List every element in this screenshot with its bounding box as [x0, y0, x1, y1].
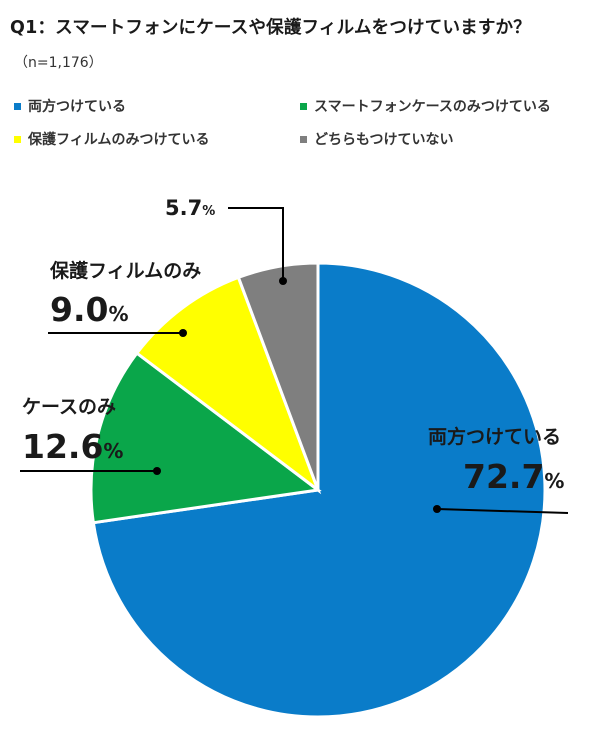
chart-title: Q1：スマートフォンにケースや保護フィルムをつけていますか？: [10, 18, 531, 38]
legend-swatch-both: [14, 102, 21, 110]
label-case-only: ケースのみ: [22, 396, 116, 418]
label-both: 両方つけている: [428, 425, 561, 448]
legend-label-case-only: スマートフォンケースのみつけている: [314, 99, 551, 115]
slice-neither: [236, 261, 320, 491]
legend-item-case-only: スマートフォンケースのみつけている: [300, 96, 551, 116]
leader-both: [436, 508, 569, 514]
legend-item-neither: どちらもつけていない: [300, 129, 453, 149]
legend-label-both: 両方つけている: [28, 99, 126, 115]
value-film-only: 9.0%: [50, 290, 129, 329]
legend-item-both: 両方つけている: [14, 96, 126, 116]
slice-case-only: [89, 351, 322, 525]
legend-label-neither: どちらもつけていない: [314, 132, 454, 148]
sample-size: （n=1,176）: [14, 55, 103, 71]
leader-both-dot: [433, 505, 441, 513]
leader-case-only-dot: [153, 467, 161, 475]
legend-label-film-only: 保護フィルムのみつけている: [28, 132, 210, 148]
leader-neither-dot: [279, 277, 287, 285]
value-both: 72.7%: [463, 457, 564, 496]
value-neither: 5.7%: [165, 196, 215, 220]
legend-item-film-only: 保護フィルムのみつけている: [14, 129, 209, 149]
value-case-only: 12.6%: [22, 427, 123, 466]
legend-swatch-case-only: [300, 102, 307, 110]
legend-swatch-film-only: [14, 135, 21, 143]
legend-swatch-neither: [300, 135, 307, 143]
leader-film-only-dot: [179, 329, 187, 337]
leader-neither: [228, 207, 284, 281]
label-film-only: 保護フィルムのみ: [49, 259, 201, 282]
